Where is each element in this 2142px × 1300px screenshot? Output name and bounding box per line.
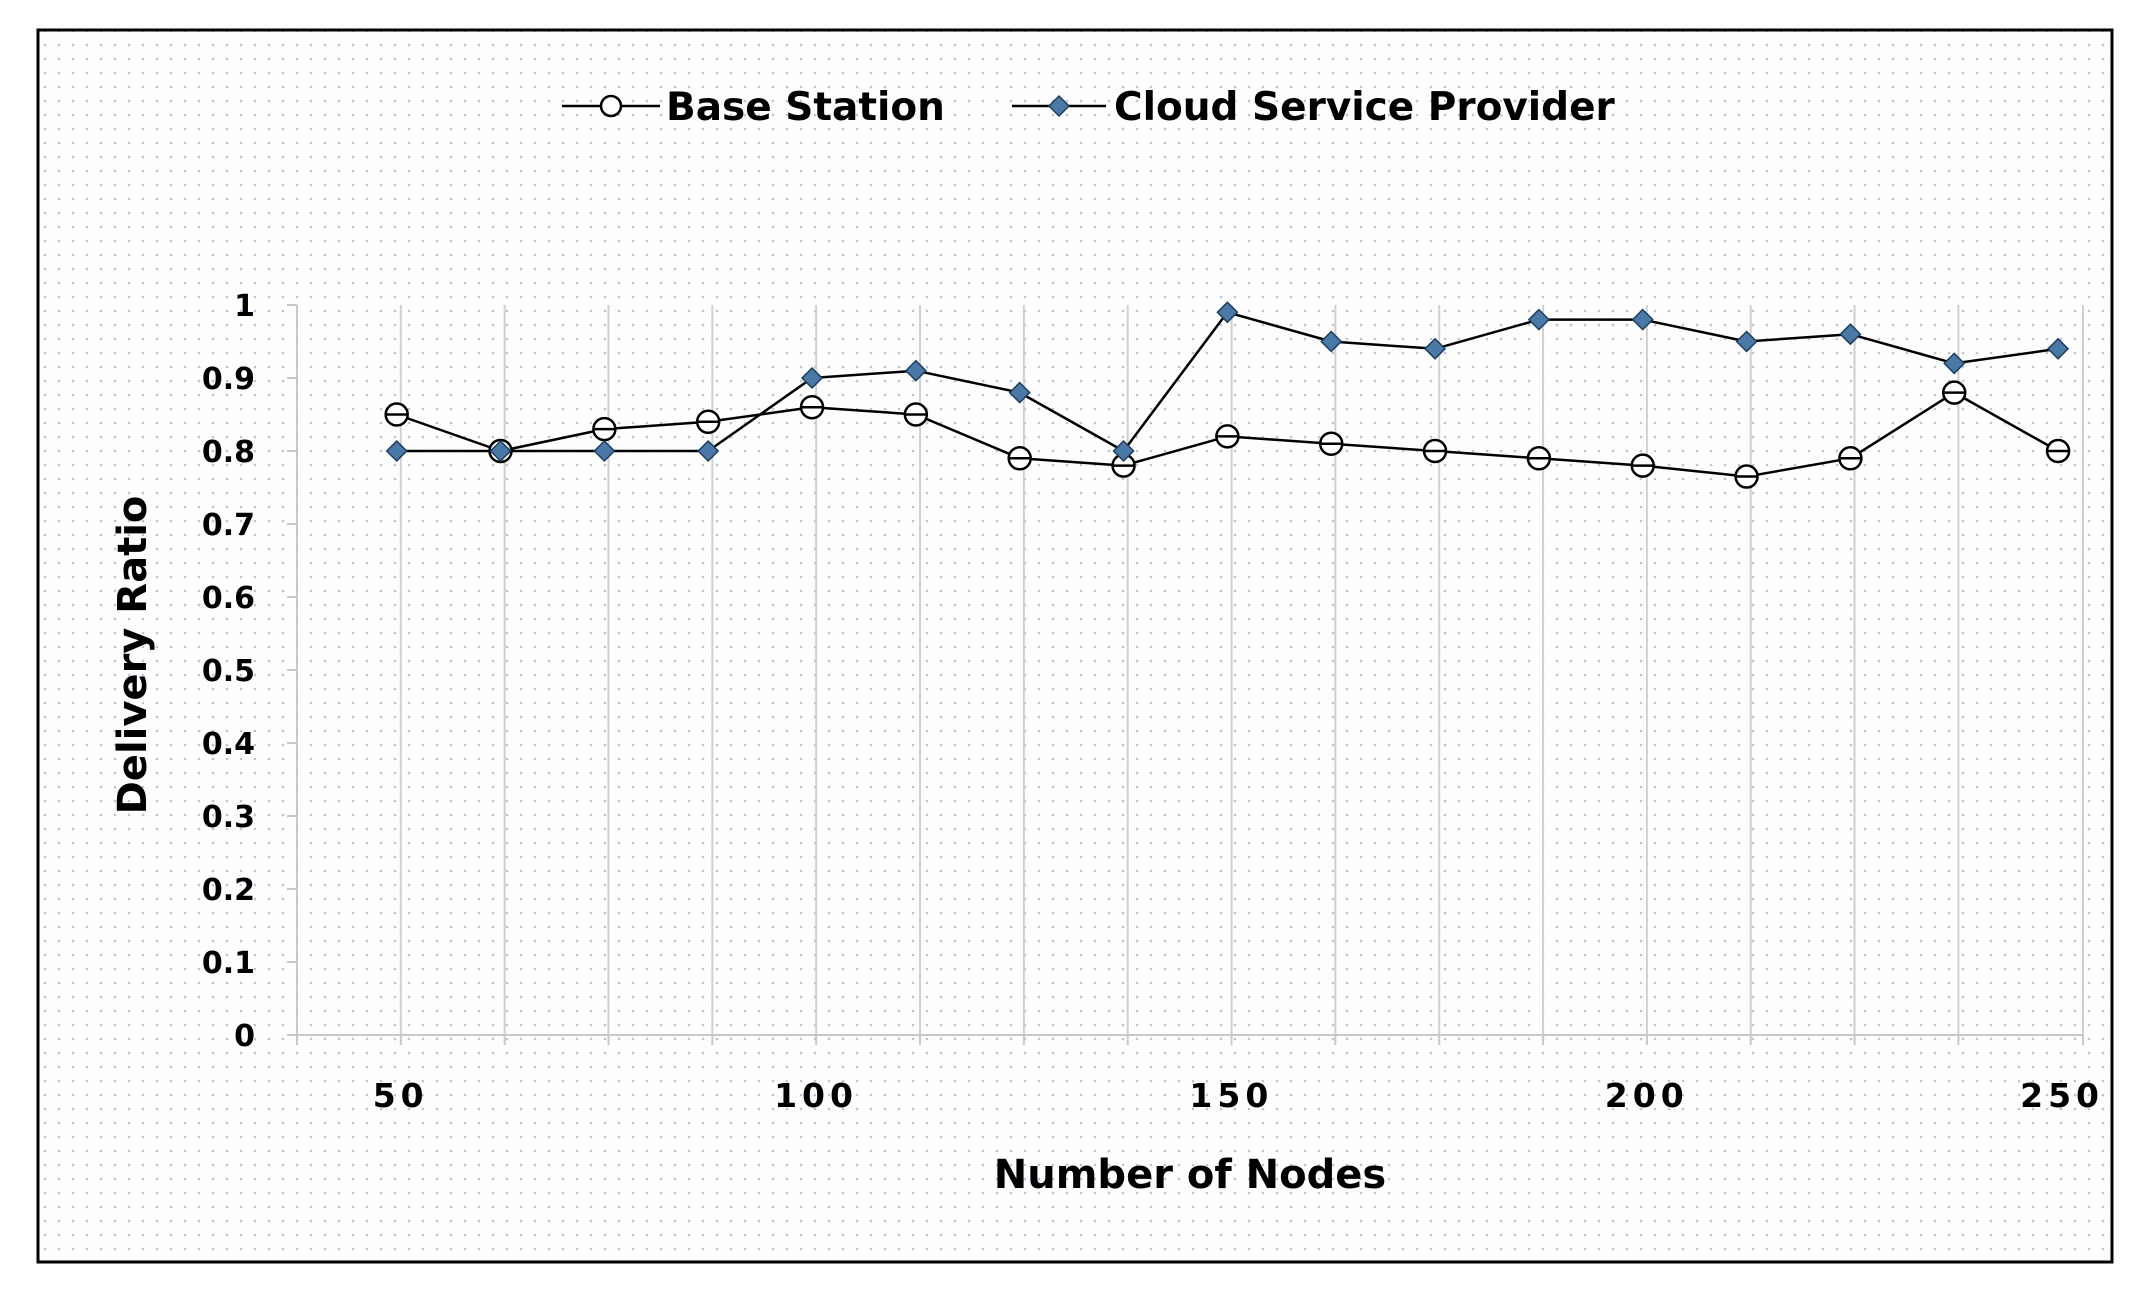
- data-point-cloud-service-provider: [1423, 337, 1447, 360]
- x-axis-title: Number of Nodes: [994, 1152, 1386, 1198]
- data-point-cloud-service-provider: [489, 439, 512, 463]
- data-point-base-station: [1526, 446, 1552, 471]
- y-tick-label: 0.9: [202, 362, 255, 397]
- data-point-cloud-service-provider: [1735, 330, 1758, 353]
- data-point-base-station: [592, 416, 617, 442]
- y-tick-label: 0.2: [202, 873, 255, 908]
- data-point-base-station: [1630, 453, 1655, 478]
- y-axis-ticks: 0 0.1 0.2 0.3 0.4 0.5 0.6 0.7 0.8 0.9 1: [202, 289, 297, 1054]
- data-point-cloud-service-provider: [385, 439, 408, 463]
- legend-label-base-station: Base Station: [666, 85, 945, 130]
- y-tick-label: 0.7: [202, 508, 255, 543]
- y-tick-label: 0.4: [202, 727, 255, 762]
- y-tick-label: 0.3: [202, 800, 255, 835]
- data-point-cloud-service-provider: [1008, 381, 1031, 404]
- x-tick-label: 150: [1189, 1076, 1273, 1115]
- data-point-base-station: [695, 409, 721, 435]
- x-axis-ticks: 50 100 150 200 250: [296, 1035, 2104, 1115]
- y-tick-label: 0.6: [202, 581, 255, 616]
- series-cloud-service-provider: [385, 301, 2070, 463]
- y-axis-title: Delivery Ratio: [110, 496, 156, 815]
- legend-item-base-station: Base Station: [562, 85, 945, 130]
- y-tick-label: 0.1: [202, 946, 255, 981]
- y-tick-label: 0: [234, 1019, 255, 1054]
- data-point-base-station: [1007, 446, 1032, 471]
- legend: Base Station Cloud Service Provider: [562, 85, 1616, 130]
- legend-marker-circle: [599, 94, 623, 118]
- data-point-cloud-service-provider: [1839, 323, 1862, 346]
- data-point-base-station: [1111, 453, 1136, 478]
- legend-marker-diamond: [1047, 94, 1071, 118]
- data-point-cloud-service-provider: [1631, 308, 1654, 331]
- data-point-cloud-service-provider: [1943, 352, 1966, 375]
- data-point-base-station: [1422, 438, 1448, 464]
- data-point-base-station: [1734, 464, 1759, 489]
- x-tick-label: 50: [373, 1076, 429, 1115]
- series-layer: [384, 301, 2071, 489]
- legend-label-cloud-service-provider: Cloud Service Provider: [1114, 85, 1616, 130]
- data-point-cloud-service-provider: [1320, 330, 1343, 353]
- x-tick-label: 250: [2020, 1076, 2104, 1115]
- data-point-cloud-service-provider: [593, 439, 616, 463]
- data-point-base-station: [2045, 438, 2071, 464]
- data-point-base-station: [1941, 380, 1967, 405]
- data-point-cloud-service-provider: [1527, 308, 1550, 331]
- y-tick-label: 1: [234, 289, 255, 324]
- data-point-cloud-service-provider: [697, 439, 720, 463]
- chart-dot-pattern: [38, 30, 2112, 1262]
- data-point-cloud-service-provider: [904, 359, 927, 382]
- data-point-cloud-service-provider: [1216, 301, 1239, 324]
- data-point-base-station: [1215, 424, 1240, 449]
- legend-item-cloud-service-provider: Cloud Service Provider: [1012, 85, 1616, 130]
- y-tick-label: 0.5: [202, 654, 255, 689]
- chart-frame: [36, 28, 2114, 1264]
- data-point-base-station: [384, 402, 409, 427]
- data-point-base-station: [799, 394, 825, 420]
- data-point-cloud-service-provider: [2047, 337, 2070, 360]
- series-base-station: [384, 380, 2071, 489]
- data-point-base-station: [1838, 446, 1863, 471]
- y-tick-label: 0.8: [202, 435, 255, 470]
- data-point-cloud-service-provider: [800, 366, 824, 390]
- data-point-cloud-service-provider: [1112, 439, 1135, 463]
- data-point-base-station: [903, 402, 929, 427]
- data-point-base-station: [1318, 431, 1344, 456]
- x-tick-label: 100: [774, 1076, 858, 1115]
- x-tick-label: 200: [1605, 1076, 1689, 1115]
